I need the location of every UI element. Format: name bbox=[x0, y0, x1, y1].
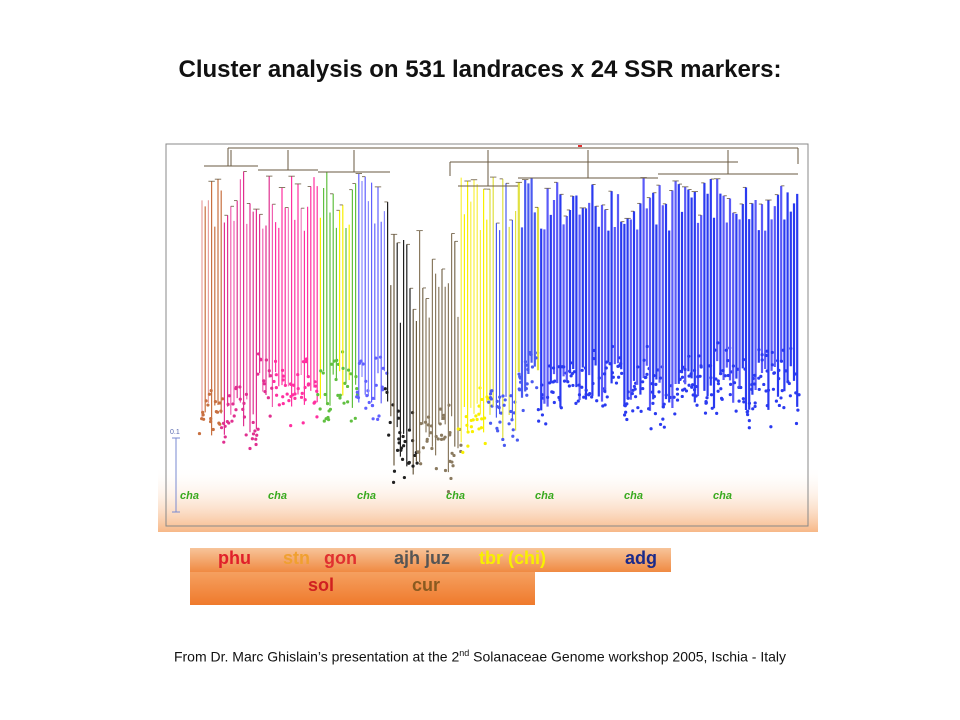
taxon-label-gon: gon bbox=[324, 548, 357, 568]
cluster-tag-cha: cha bbox=[624, 490, 643, 502]
taxon-label-cur: cur bbox=[412, 575, 441, 595]
taxon-label-tbr: tbr (chi) bbox=[479, 548, 546, 568]
cluster-tag-cha: cha bbox=[180, 490, 199, 502]
taxon-label-phu: phu bbox=[218, 548, 251, 568]
scale-label: 0.1 bbox=[170, 429, 180, 436]
dendrogram-figure: 0.1 cha cha cha cha cha cha cha bbox=[158, 136, 818, 532]
taxon-label-sol: sol bbox=[308, 575, 335, 595]
footer-suffix: Solanaceae Genome workshop 2005, Ischia … bbox=[469, 648, 787, 665]
slide-title: Cluster analysis on 531 landraces x 24 S… bbox=[178, 56, 782, 83]
dendrogram-svg: 0.1 cha cha cha cha cha cha cha bbox=[158, 136, 818, 532]
footer-superscript: nd bbox=[459, 648, 470, 658]
cluster-tag-cha: cha bbox=[268, 490, 287, 502]
figure-frame bbox=[165, 143, 809, 527]
dendrogram-tree bbox=[197, 145, 801, 494]
cluster-tag-cha: cha bbox=[357, 490, 376, 502]
figure-bottom-shade bbox=[158, 466, 818, 532]
cluster-tag-cha: cha bbox=[446, 490, 465, 502]
cluster-tag-cha: cha bbox=[535, 490, 554, 502]
taxa-band-top: phu stn gon ajh juz tbr (chi) adg bbox=[190, 548, 671, 572]
cluster-tag-cha: cha bbox=[713, 490, 732, 502]
taxa-band-bottom: sol cur bbox=[190, 572, 535, 605]
taxon-label-stn: stn bbox=[283, 548, 310, 568]
taxon-label-adg: adg bbox=[625, 548, 658, 568]
source-footer: From Dr. Marc Ghislain’s presentation at… bbox=[0, 648, 960, 665]
footer-prefix: From Dr. Marc Ghislain’s presentation at… bbox=[173, 648, 460, 665]
scale-bar: 0.1 bbox=[170, 429, 180, 513]
cluster-tags: cha cha cha cha cha cha cha bbox=[180, 490, 732, 502]
taxon-label-ajh-juz: ajh juz bbox=[394, 548, 451, 568]
